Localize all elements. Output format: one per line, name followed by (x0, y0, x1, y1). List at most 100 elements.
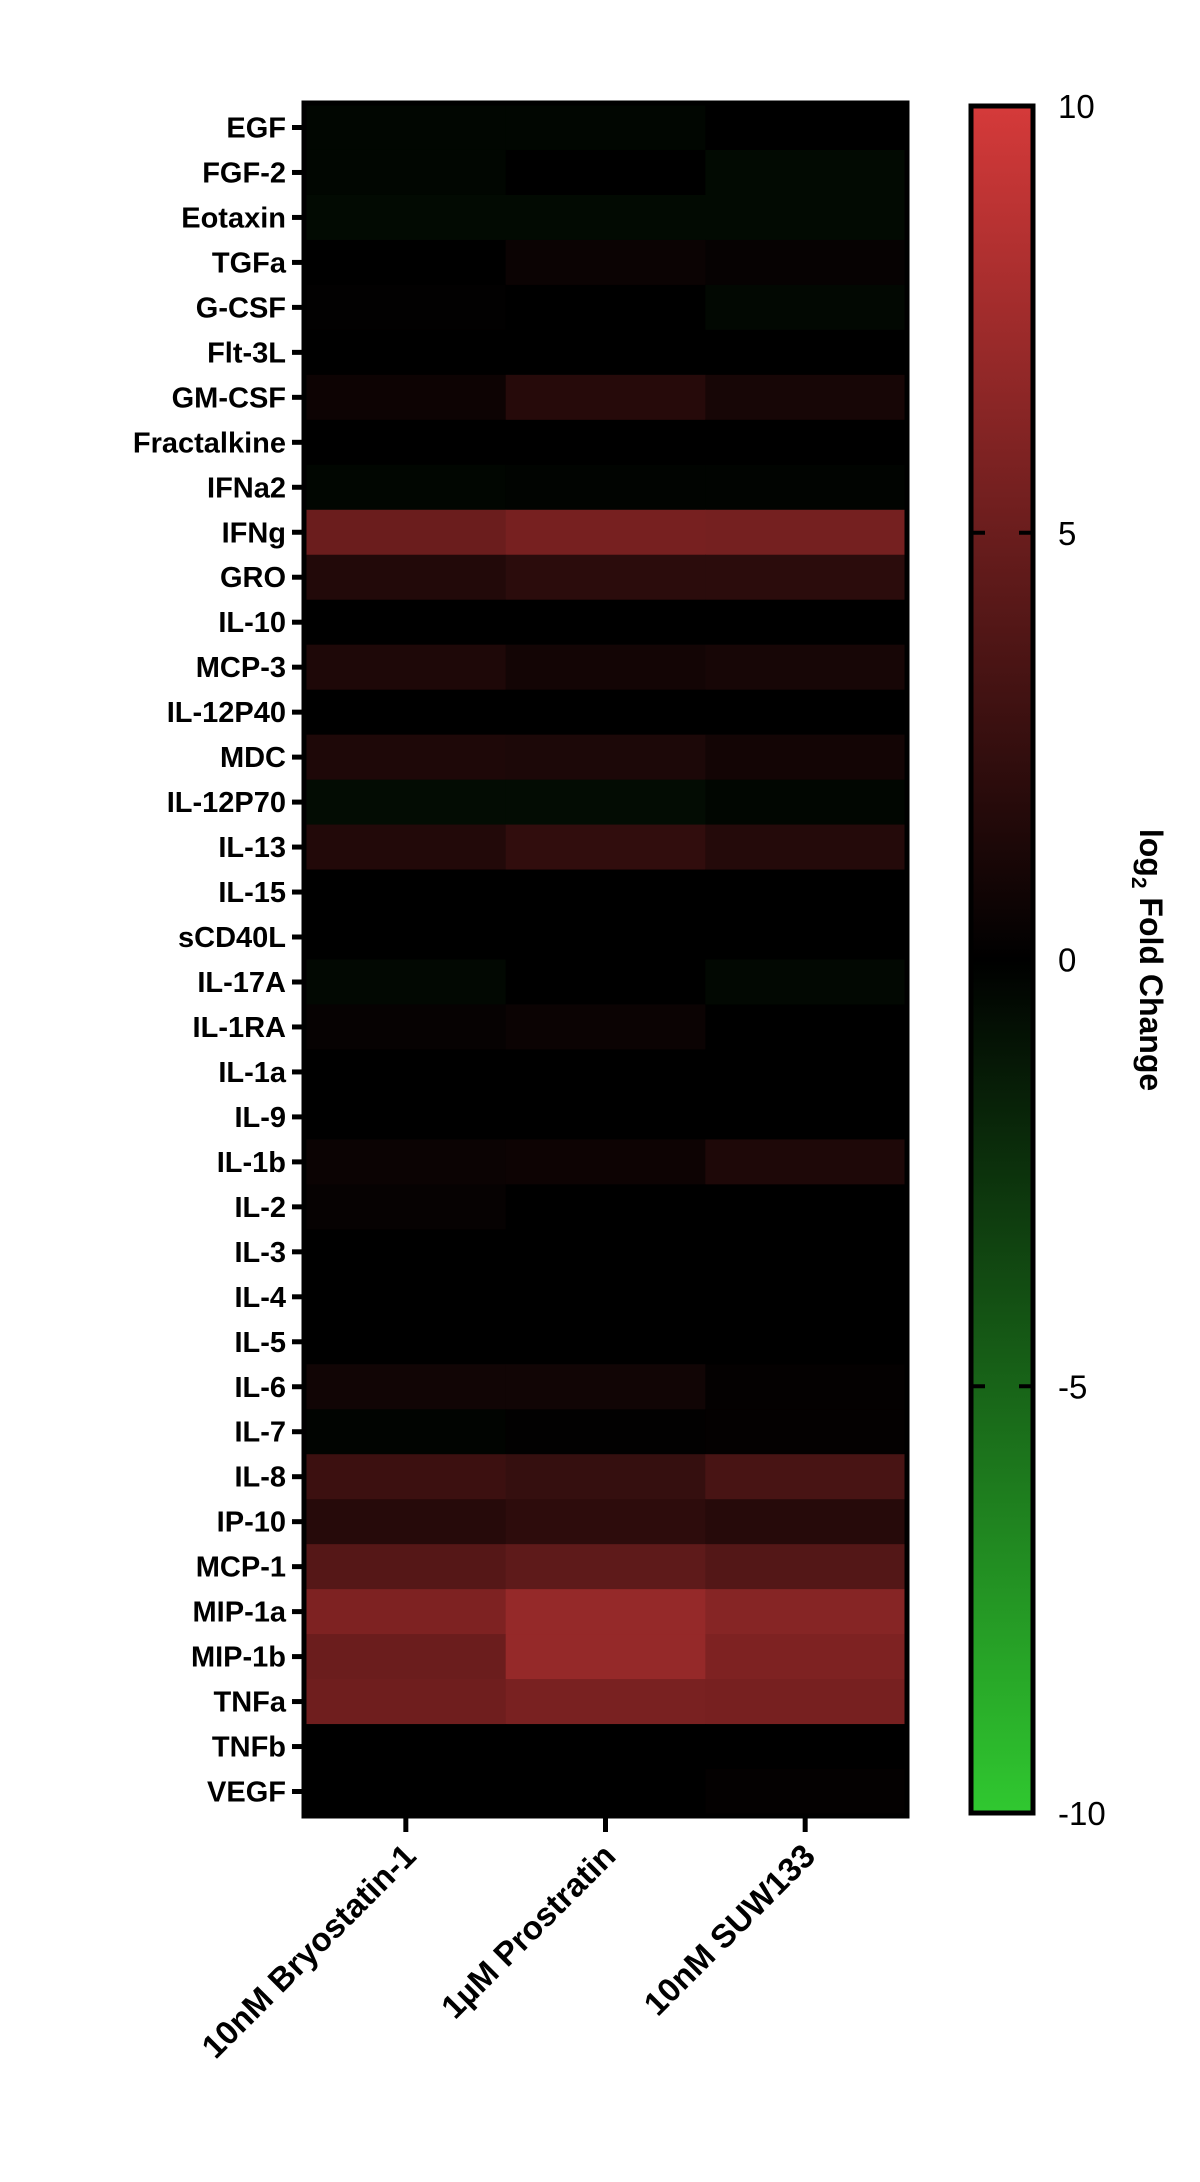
column-label: 10nM Bryostatin-1 (194, 1837, 422, 2065)
heatmap-cell (705, 1319, 906, 1365)
heatmap-cell (705, 284, 906, 331)
row-label: IL-12P40 (167, 697, 286, 729)
heatmap-cell (705, 599, 906, 646)
heatmap-cell (505, 689, 706, 736)
colorbar-tick-label: 10 (1058, 88, 1095, 125)
heatmap-cell (306, 374, 507, 421)
heatmap-cell (306, 1049, 507, 1095)
column-label: 10nM SUW133 (636, 1837, 822, 2023)
heatmap-cell (306, 1364, 507, 1410)
heatmap-cell (505, 239, 706, 286)
row-label: Eotaxin (181, 202, 286, 234)
heatmap-cell (505, 1049, 706, 1095)
heatmap-cell (505, 105, 706, 151)
heatmap-cell (505, 824, 706, 871)
heatmap-cell (306, 1679, 507, 1725)
heatmap-cell (306, 1094, 507, 1140)
heatmap-cell (306, 1229, 507, 1275)
heatmap-cell (505, 1409, 706, 1455)
row-label: TGFa (212, 247, 287, 279)
row-label: IL-6 (234, 1372, 286, 1404)
heatmap-cell (705, 239, 906, 286)
heatmap-cell (306, 1724, 507, 1770)
row-label: IL-1a (218, 1057, 287, 1089)
heatmap-cell (705, 194, 906, 241)
heatmap-cell (705, 1229, 906, 1275)
row-label: VEGF (207, 1777, 286, 1809)
colorbar-tick-label: 5 (1058, 515, 1076, 552)
heatmap-cell (306, 959, 507, 1005)
heatmap-cell (306, 689, 507, 736)
heatmap-cell (705, 149, 906, 196)
heatmap-cell (705, 644, 906, 691)
heatmap-cell (306, 1319, 507, 1365)
heatmap-cell (705, 869, 906, 916)
heatmap-cell (306, 554, 507, 601)
heatmap-cell (705, 1184, 906, 1230)
heatmap-cell (306, 419, 507, 466)
heatmap-cell (705, 1589, 906, 1635)
heatmap-cell (306, 464, 507, 511)
heatmap-cell (705, 1724, 906, 1770)
heatmap-cell (306, 194, 507, 241)
heatmap-cell (505, 1364, 706, 1410)
colorbar-label-subscript: 2 (1127, 877, 1150, 889)
row-label: G-CSF (196, 292, 286, 324)
heatmap-cell (705, 914, 906, 960)
row-label: IL-2 (234, 1192, 286, 1224)
heatmap-cell (306, 1409, 507, 1455)
heatmap-cell (505, 284, 706, 331)
heatmap-cell (306, 149, 507, 196)
heatmap-cell (505, 329, 706, 376)
heatmap-cell (505, 599, 706, 646)
row-label: IL-10 (218, 607, 286, 639)
row-label: IFNg (222, 517, 286, 549)
heatmap-cell (705, 1454, 906, 1500)
heatmap-cell (705, 554, 906, 601)
heatmap-cell (505, 644, 706, 691)
heatmap-cell (705, 824, 906, 871)
heatmap-cell (306, 1274, 507, 1320)
row-label: IL-3 (234, 1237, 286, 1269)
heatmap-cell (306, 1004, 507, 1050)
row-label: IL-7 (234, 1417, 286, 1449)
colorbar-label: log2 Fold Change (1127, 829, 1169, 1091)
colorbar-tick-label: -5 (1058, 1368, 1087, 1405)
row-label: MIP-1b (191, 1642, 286, 1674)
row-label: GRO (220, 562, 286, 594)
heatmap-cell (705, 464, 906, 511)
heatmap-cell (505, 1004, 706, 1050)
row-label: TNFa (214, 1687, 287, 1719)
heatmap-cell (505, 509, 706, 556)
row-label: MCP-1 (196, 1552, 286, 1584)
heatmap-cell (705, 1364, 906, 1410)
row-label: EGF (226, 112, 286, 144)
heatmap-cell (306, 1454, 507, 1500)
heatmap-cell (705, 1139, 906, 1185)
heatmap-cell (306, 1139, 507, 1185)
heatmap-cell (306, 509, 507, 556)
row-label: sCD40L (178, 922, 286, 954)
column-label: 1µM Prostratin (434, 1837, 623, 2026)
row-label: IFNa2 (207, 472, 286, 504)
colorbar: 10 5 0 -5 -10 log2 Fold Change (968, 88, 1169, 1832)
heatmap-cell (505, 149, 706, 196)
heatmap-cell (505, 1319, 706, 1365)
row-label: IL-1RA (193, 1012, 287, 1044)
heatmap-cell (505, 1139, 706, 1185)
row-label: IL-15 (218, 877, 286, 909)
row-label: IL-8 (234, 1462, 286, 1494)
heatmap-cell (306, 914, 507, 960)
heatmap-cell (505, 779, 706, 826)
row-label: FGF-2 (202, 157, 286, 189)
heatmap-cell (705, 1544, 906, 1590)
heatmap-cell (505, 1769, 706, 1815)
heatmap-cell (505, 1184, 706, 1230)
heatmap-cell (705, 374, 906, 421)
heatmap-cell (705, 689, 906, 736)
heatmap-cell (505, 1724, 706, 1770)
heatmap-cell (306, 869, 507, 916)
heatmap-cell (505, 734, 706, 781)
heatmap-cell (505, 869, 706, 916)
